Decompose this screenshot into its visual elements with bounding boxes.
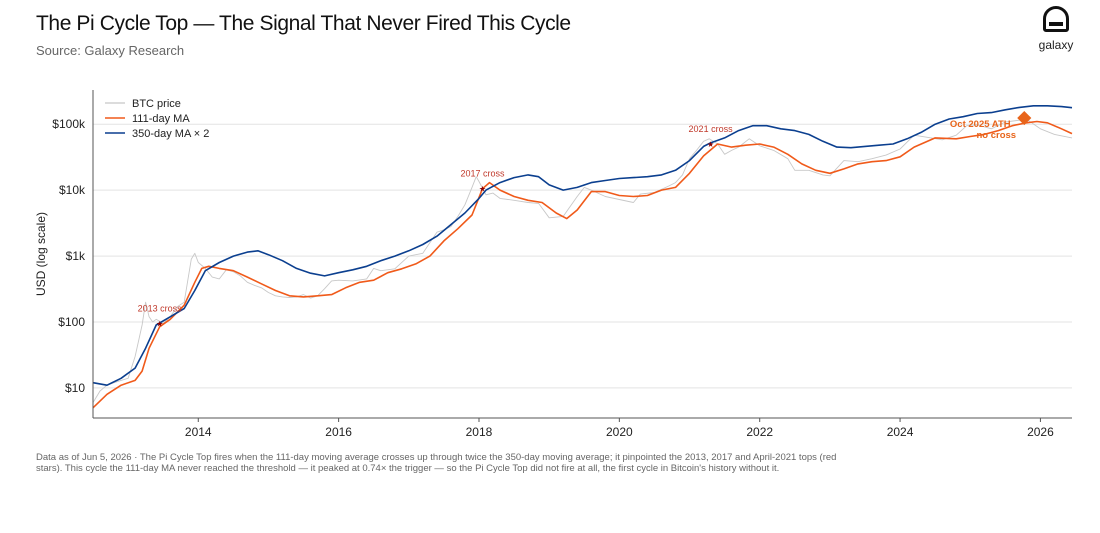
btc-price-line (92, 117, 1073, 403)
cross-label: 2013 cross (138, 303, 183, 313)
galaxy-logo-icon (1043, 6, 1069, 32)
x-tick-label: 2020 (606, 425, 633, 439)
legend-label: 350-day MA × 2 (132, 128, 209, 140)
series-layer (92, 105, 1073, 409)
y-tick-label: $100k (52, 117, 86, 131)
galaxy-logo: galaxy (1036, 6, 1076, 52)
cross-star-marker: ★ (156, 319, 163, 328)
chart-title: The Pi Cycle Top — The Signal That Never… (36, 12, 571, 35)
legend-item-btc-price: BTC price (105, 98, 181, 110)
cross-star-marker: ★ (707, 140, 714, 149)
galaxy-logo-text: galaxy (1038, 38, 1074, 52)
cross-label: 2021 cross (689, 124, 734, 134)
legend-item-ma111: 111-day MA (105, 113, 190, 125)
footnote: Data as of Jun 5, 2026 · The Pi Cycle To… (36, 452, 837, 474)
y-tick-label: $10k (59, 183, 86, 197)
legend-item-ma350x2: 350-day MA × 2 (105, 128, 209, 140)
ma111-line (92, 120, 1073, 409)
grid-lines (93, 123, 1072, 389)
y-axis-label: USD (log scale) (34, 212, 48, 296)
legend-label: 111-day MA (132, 113, 190, 125)
x-tick-label: 2018 (466, 425, 493, 439)
cross-star-marker: ★ (479, 185, 486, 194)
x-tick-label: 2016 (325, 425, 352, 439)
legend: BTC price 111-day MA 350-day MA × 2 (105, 98, 209, 140)
cross-label: 2017 cross (460, 169, 505, 179)
y-tick-label: $1k (66, 249, 86, 263)
axes: $10 $100 $1k $10k $100k 2014 2016 2018 2020 2022 2… (52, 90, 1072, 439)
y-tick-label: $10 (65, 381, 85, 395)
annotations: ★ 2013 cross ★ 2017 cross ★ 2021 cross Oct 202… (138, 110, 1032, 328)
x-tick-label: 2026 (1027, 425, 1054, 439)
y-tick-label: $100 (58, 315, 85, 329)
x-tick-label: 2014 (185, 425, 212, 439)
x-tick-label: 2022 (746, 425, 773, 439)
chart-subtitle: Source: Galaxy Research (36, 43, 185, 58)
x-tick-label: 2024 (887, 425, 914, 439)
ath-diamond-marker (1017, 110, 1032, 126)
ath-label-line1: Oct 2025 ATH (950, 119, 1011, 130)
legend-label: BTC price (132, 98, 181, 110)
ma350x2-line (92, 105, 1073, 386)
ath-label-line2: no cross (976, 130, 1016, 141)
